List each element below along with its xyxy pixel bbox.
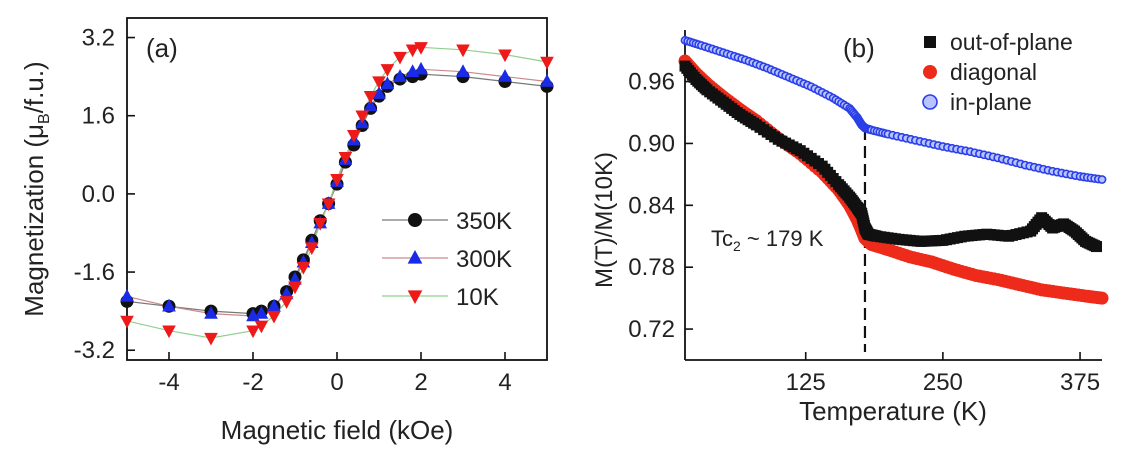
panel-a-y-tick-label: 1.6 [82,103,115,130]
data-point-10K [346,130,361,143]
data-point-10K [414,42,428,55]
data-point-10K [405,44,420,58]
panel-b-x-axis-label: Temperature (K) [799,396,987,426]
data-point-10K [279,296,294,309]
panel-b-y-tick-label: 0.84 [628,192,675,219]
panel-b-x-tick-label: 125 [786,369,826,396]
panel-a-x-tick-label: 4 [498,369,511,396]
data-point-10K [330,174,344,187]
panel-a-y-tick-label: 3.2 [82,25,115,52]
panel-a-ticks: -4 -2 0 2 4 3.2 1.6 0.0 -1.6 -3.2 [74,25,512,396]
data-point-300K [363,98,378,112]
legend-label-in-plane: in-plane [950,89,1032,115]
legend-label-out-of-plane: out-of-plane [950,29,1073,55]
data-point-300K [498,69,512,82]
data-point-10K [321,198,336,212]
legend-label-10K: 10K [456,284,499,311]
series-line-350K [126,73,548,315]
panel-a-x-tick-label: 2 [414,369,427,396]
data-point-300K [380,76,395,90]
panel-a-y-tick-label: -1.6 [74,259,115,286]
tc-annotation-sub: 2 [733,238,741,254]
legend-label-300K: 300K [456,246,512,273]
data-point-300K [456,64,470,77]
tc-annotation-main: Tc [711,226,733,251]
data-point-300K [288,271,302,285]
panel-a-legend: 350K 300K 10K [382,208,512,311]
panel-b: 125 250 375 0.96 0.90 0.84 0.78 0.72 (b) Tc2 ~ … [591,29,1109,426]
panel-b-legend: out-of-plane diagonal in-plane [922,29,1073,115]
data-point-10K [267,310,281,324]
data-point-10K [363,90,378,104]
data-point-300K [393,69,407,82]
data-point-diagonal [1095,291,1109,305]
data-point-10K [393,51,407,65]
data-point-10K [246,325,260,339]
panel-b-ticks: 125 250 375 0.96 0.90 0.84 0.78 0.72 [628,69,1100,396]
data-point-10K [372,76,386,89]
data-point-10K [540,56,554,70]
data-point-10K [380,64,395,77]
legend-marker-in-plane [922,94,938,110]
series-line-300K [126,68,548,317]
data-point-10K [288,281,302,295]
data-point-300K [204,306,218,319]
panel-a-x-tick-label: -4 [158,369,179,396]
data-point-10K [498,49,512,63]
legend-marker-diagonal [923,65,937,79]
data-point-out-of-plane [1091,241,1103,253]
legend-marker-350K [408,213,422,227]
panel-b-y-tick-label: 0.72 [628,316,675,343]
panel-b-label: (b) [843,33,875,63]
panel-b-x-tick-label: 250 [923,369,963,396]
panel-a-y-tick-label: 0.0 [82,181,115,208]
panel-a-y-axis-label-tail: /f.u.) [19,61,49,113]
tc-annotation: Tc2 ~ 179 K [711,226,824,254]
panel-a-y-axis-label: Magnetization (μB/f.u.) [19,61,53,316]
panel-a-x-tick-label: 0 [330,369,343,396]
data-point-300K [540,74,554,87]
panel-b-data-points [678,35,1109,305]
data-point-300K [279,286,294,300]
legend-marker-10K [407,290,423,305]
data-point-10K [355,110,370,124]
data-point-10K [456,44,470,58]
panel-b-x-tick-label: 375 [1060,369,1100,396]
tc-annotation-tail: ~ 179 K [741,226,824,251]
data-point-in-plane [1097,175,1107,184]
panel-b-y-tick-label: 0.78 [628,254,675,281]
legend-label-diagonal: diagonal [950,59,1037,85]
data-point-10K [162,325,176,339]
data-point-300K [254,306,269,319]
legend-marker-300K [407,249,423,264]
panel-b-y-axis-label: M(T)/M(10K) [591,152,618,288]
data-point-10K [296,261,311,275]
panel-a-data-points [120,42,554,346]
panel-b-y-tick-label: 0.90 [628,130,675,157]
panel-a-x-tick-label: -2 [242,369,263,396]
panel-a-y-tick-label: -3.2 [74,337,115,364]
data-point-10K [313,218,328,231]
panel-a-y-axis-label-main: Magnetization (μ [19,124,49,317]
data-point-10K [254,320,269,334]
legend-label-350K: 350K [456,208,512,235]
panel-b-y-tick-label: 0.96 [628,69,675,96]
legend-marker-out-of-plane [924,36,936,48]
data-point-300K [120,289,134,302]
panel-a: -4 -2 0 2 4 3.2 1.6 0.0 -1.6 -3.2 (a) Magnetic fi… [19,17,554,445]
data-point-10K [304,242,319,256]
data-point-10K [120,315,134,329]
data-point-10K [338,152,353,165]
data-point-10K [204,332,218,346]
panel-a-y-axis-label-sub: B [36,113,53,124]
data-point-300K [267,298,281,312]
data-point-300K [162,298,176,312]
panel-a-x-axis-label: Magnetic field (kOe) [221,415,454,445]
data-point-300K [372,86,386,99]
panel-a-label: (a) [146,33,178,63]
data-point-300K [414,61,428,75]
